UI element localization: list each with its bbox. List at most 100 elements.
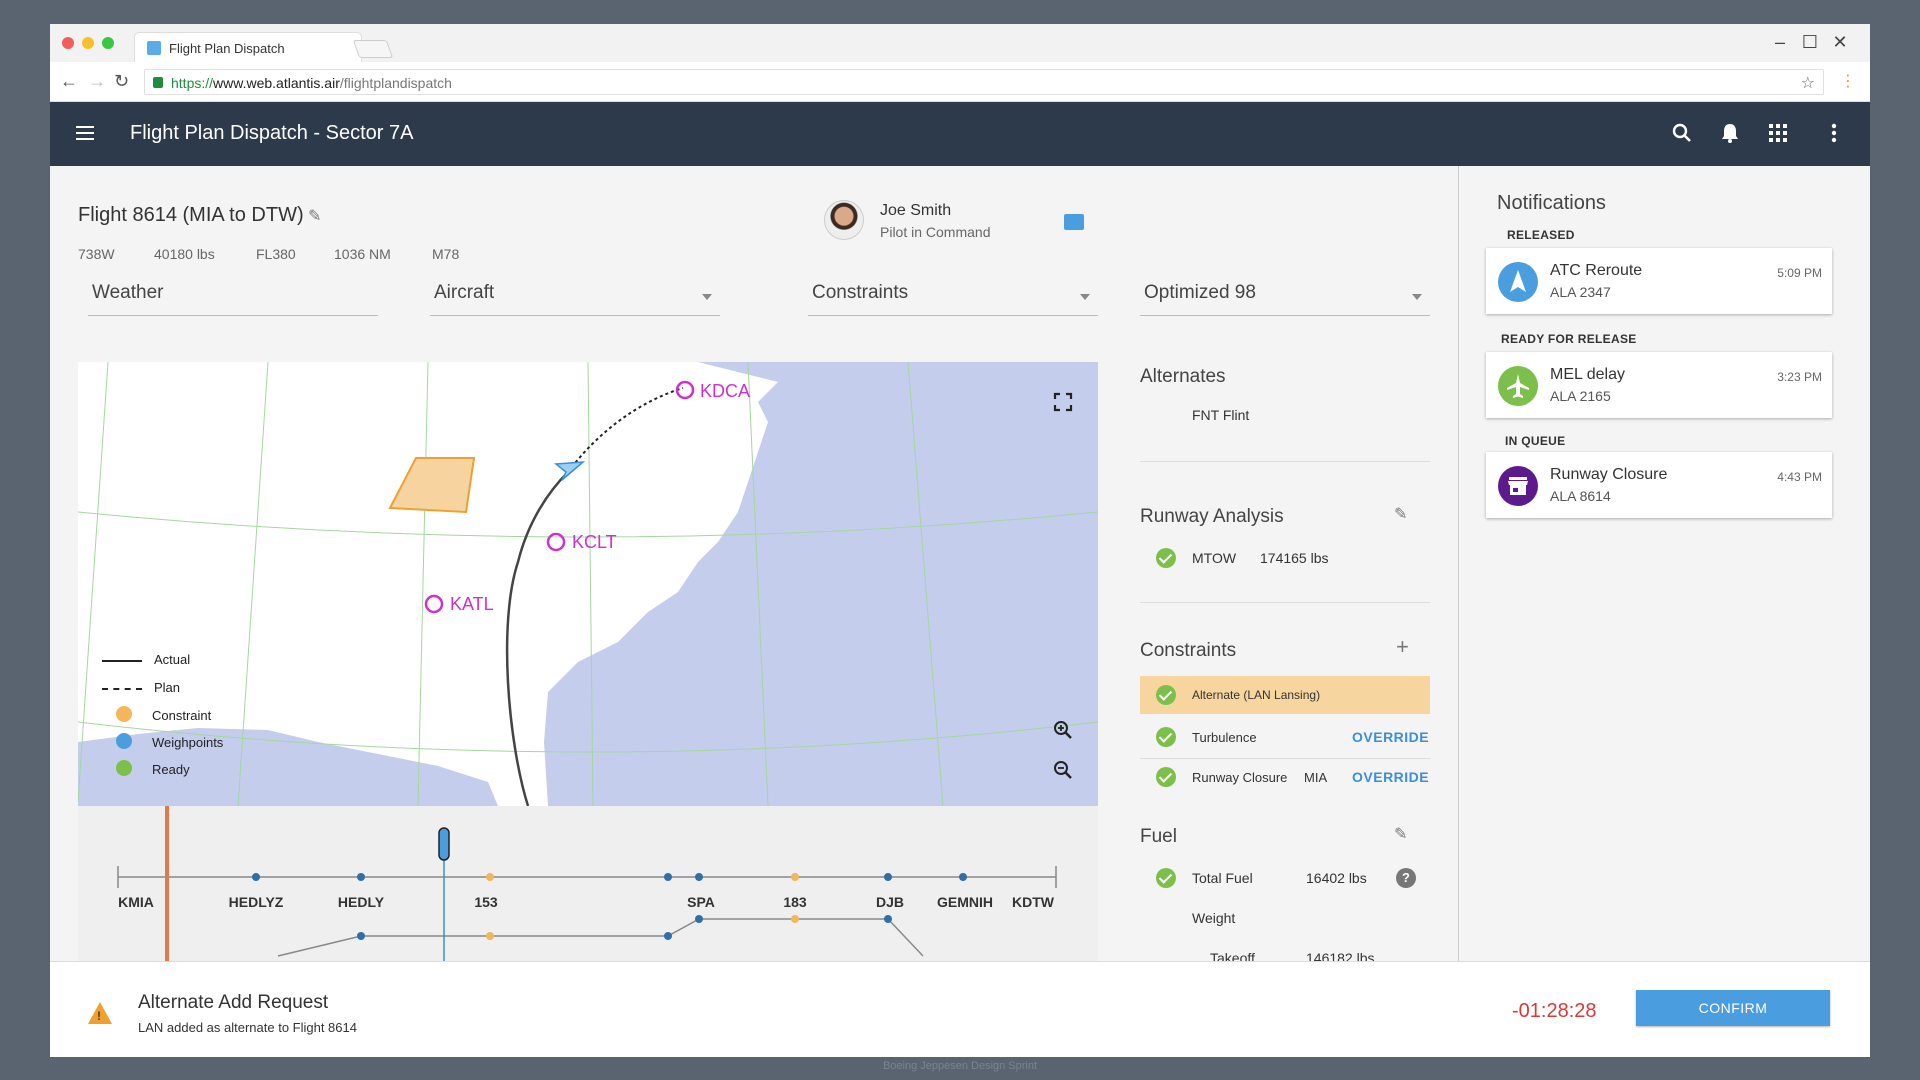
override-runway-closure-button[interactable]: OVERRIDE <box>1352 769 1430 785</box>
notification-title: Runway Closure <box>1550 466 1668 483</box>
reload-icon[interactable]: ↻ <box>114 71 130 91</box>
minimize-icon[interactable]: – <box>1774 32 1785 52</box>
chevron-down-icon <box>1412 294 1422 300</box>
maximize-window-dot[interactable] <box>102 37 114 49</box>
constraint-row-alternate[interactable]: Alternate (LAN Lansing) <box>1140 676 1430 714</box>
request-banner: ! Alternate Add Request LAN added as alt… <box>50 961 1870 1057</box>
edit-runway-icon[interactable]: ✎ <box>1394 506 1408 523</box>
edit-fuel-icon[interactable]: ✎ <box>1394 826 1408 843</box>
notification-card-atc-reroute[interactable]: ATC Reroute ALA 2347 5:09 PM <box>1486 248 1832 314</box>
url-path: /flightplandispatch <box>339 75 452 91</box>
aircraft-select[interactable]: Aircraft <box>430 276 720 316</box>
flight-title: Flight 8614 (MIA to DTW) <box>78 204 304 226</box>
airport-kclt-label[interactable]: KCLT <box>572 532 617 552</box>
edit-flight-icon[interactable]: ✎ <box>308 208 322 225</box>
ready-dot-swatch <box>116 760 132 776</box>
constraint-row-runway-closure[interactable]: Runway Closure MIA OVERRIDE <box>1140 758 1430 796</box>
override-turbulence-button[interactable]: OVERRIDE <box>1352 729 1430 745</box>
browser-window: Flight Plan Dispatch – ☐ ✕ ← → ↻ https:/… <box>50 24 1870 1057</box>
waypoint-label[interactable]: KDTW <box>1012 894 1054 910</box>
warning-icon <box>88 1002 112 1024</box>
constraints-select-label: Constraints <box>812 282 909 303</box>
app-title: Flight Plan Dispatch - Sector 7A <box>130 122 414 144</box>
legend-plan-label: Plan <box>154 680 181 695</box>
divider <box>1140 758 1430 759</box>
constraint-row-turbulence[interactable]: Turbulence OVERRIDE <box>1140 718 1430 756</box>
minimize-window-dot[interactable] <box>82 37 94 49</box>
check-icon <box>1156 727 1176 747</box>
actual-route-line <box>505 471 569 806</box>
notifications-bell-icon[interactable] <box>1716 122 1744 144</box>
alternate-item[interactable]: FNT Flint <box>1192 407 1250 423</box>
flight-map[interactable]: KDCA KCLT KATL Actual <box>78 362 1098 806</box>
waypoint-label[interactable]: SPA <box>687 894 715 910</box>
waypoint-label[interactable]: HEDLY <box>337 894 385 910</box>
more-vert-icon[interactable] <box>1820 122 1848 144</box>
waypoint-label[interactable]: DJB <box>875 894 905 910</box>
notification-group-label: READY FOR RELEASE <box>1501 332 1637 346</box>
close-window-dot[interactable] <box>62 37 74 49</box>
waypoint-label[interactable]: GEMNIH <box>937 894 993 910</box>
zoom-in-icon[interactable] <box>1053 720 1073 740</box>
browser-tab[interactable]: Flight Plan Dispatch <box>134 32 362 62</box>
forward-icon[interactable]: → <box>88 71 106 91</box>
airport-kdca-marker <box>675 380 695 400</box>
waypoint-label[interactable]: KMIA <box>118 894 154 910</box>
notification-card-runway-closure[interactable]: Runway Closure ALA 8614 4:43 PM <box>1486 452 1832 518</box>
hamburger-menu-icon[interactable] <box>76 126 94 140</box>
weather-select-label: Weather <box>92 282 164 303</box>
route-timeline[interactable]: KMIA HEDLYZ HEDLY 153 SPA 183 DJB GEMNIH… <box>78 806 1098 961</box>
lock-icon <box>153 77 163 88</box>
restore-icon[interactable]: ☐ <box>1801 32 1819 52</box>
url-input[interactable]: https://www.web.atlantis.air/flightpland… <box>144 69 1824 95</box>
divider <box>1140 602 1430 603</box>
notification-card-mel-delay[interactable]: MEL delay ALA 2165 3:23 PM <box>1486 352 1832 418</box>
constraints-select[interactable]: Constraints <box>808 276 1098 316</box>
browser-menu-icon[interactable]: ⋮ <box>1840 73 1856 90</box>
close-icon[interactable]: ✕ <box>1832 32 1848 52</box>
new-tab-button[interactable] <box>352 40 394 58</box>
add-constraint-icon[interactable]: + <box>1396 634 1409 659</box>
chat-icon[interactable] <box>1064 214 1084 230</box>
airport-kdca-label[interactable]: KDCA <box>700 381 750 401</box>
check-icon <box>1156 767 1176 787</box>
waypoint-label[interactable]: HEDLYZ <box>228 894 284 910</box>
app-header: Flight Plan Dispatch - Sector 7A <box>50 102 1870 166</box>
search-icon[interactable] <box>1668 122 1696 144</box>
notification-subtitle: ALA 8614 <box>1550 488 1611 504</box>
stat-flight-level: FL380 <box>256 246 296 262</box>
constraint-label: Turbulence <box>1192 730 1257 745</box>
notification-subtitle: ALA 2347 <box>1550 284 1611 300</box>
waypoint-label[interactable]: 153 <box>474 894 498 910</box>
zoom-out-icon[interactable] <box>1053 760 1073 780</box>
weather-select[interactable]: Weather <box>88 276 378 316</box>
map-grid <box>78 362 1098 806</box>
total-fuel-label: Total Fuel <box>1192 870 1253 886</box>
countdown-timer: -01:28:28 <box>1512 1000 1597 1022</box>
timeline-canvas <box>117 806 1057 961</box>
bookmark-star-icon[interactable]: ☆ <box>1800 75 1815 92</box>
airport-katl-label[interactable]: KATL <box>450 594 494 614</box>
waypoint-label[interactable]: 183 <box>783 894 807 910</box>
confirm-button[interactable]: CONFIRM <box>1636 990 1830 1026</box>
actual-line-swatch <box>102 660 142 662</box>
gulf-area <box>78 728 498 806</box>
plan-line-swatch <box>102 688 142 690</box>
apps-grid-icon[interactable] <box>1764 123 1792 143</box>
fullscreen-icon[interactable] <box>1053 392 1073 412</box>
stat-aircraft: 738W <box>78 246 115 262</box>
divider <box>1140 461 1430 462</box>
notifications-panel: Notifications RELEASED ATC Reroute ALA 2… <box>1458 166 1870 961</box>
back-icon[interactable]: ← <box>60 71 78 91</box>
airport-kclt-marker <box>546 532 566 552</box>
ocean-area <box>544 362 1098 806</box>
timeline-scrubber-handle[interactable] <box>438 827 450 861</box>
help-icon[interactable]: ? <box>1396 868 1416 888</box>
aircraft-marker-icon[interactable] <box>554 461 586 481</box>
chevron-down-icon <box>1080 294 1090 300</box>
url-host: www.web.atlantis.air <box>213 75 340 91</box>
optimized-select[interactable]: Optimized 98 <box>1140 276 1430 316</box>
favicon-icon <box>147 41 161 55</box>
banner-title: Alternate Add Request <box>138 992 329 1013</box>
map-canvas: KDCA KCLT KATL <box>78 362 1098 806</box>
